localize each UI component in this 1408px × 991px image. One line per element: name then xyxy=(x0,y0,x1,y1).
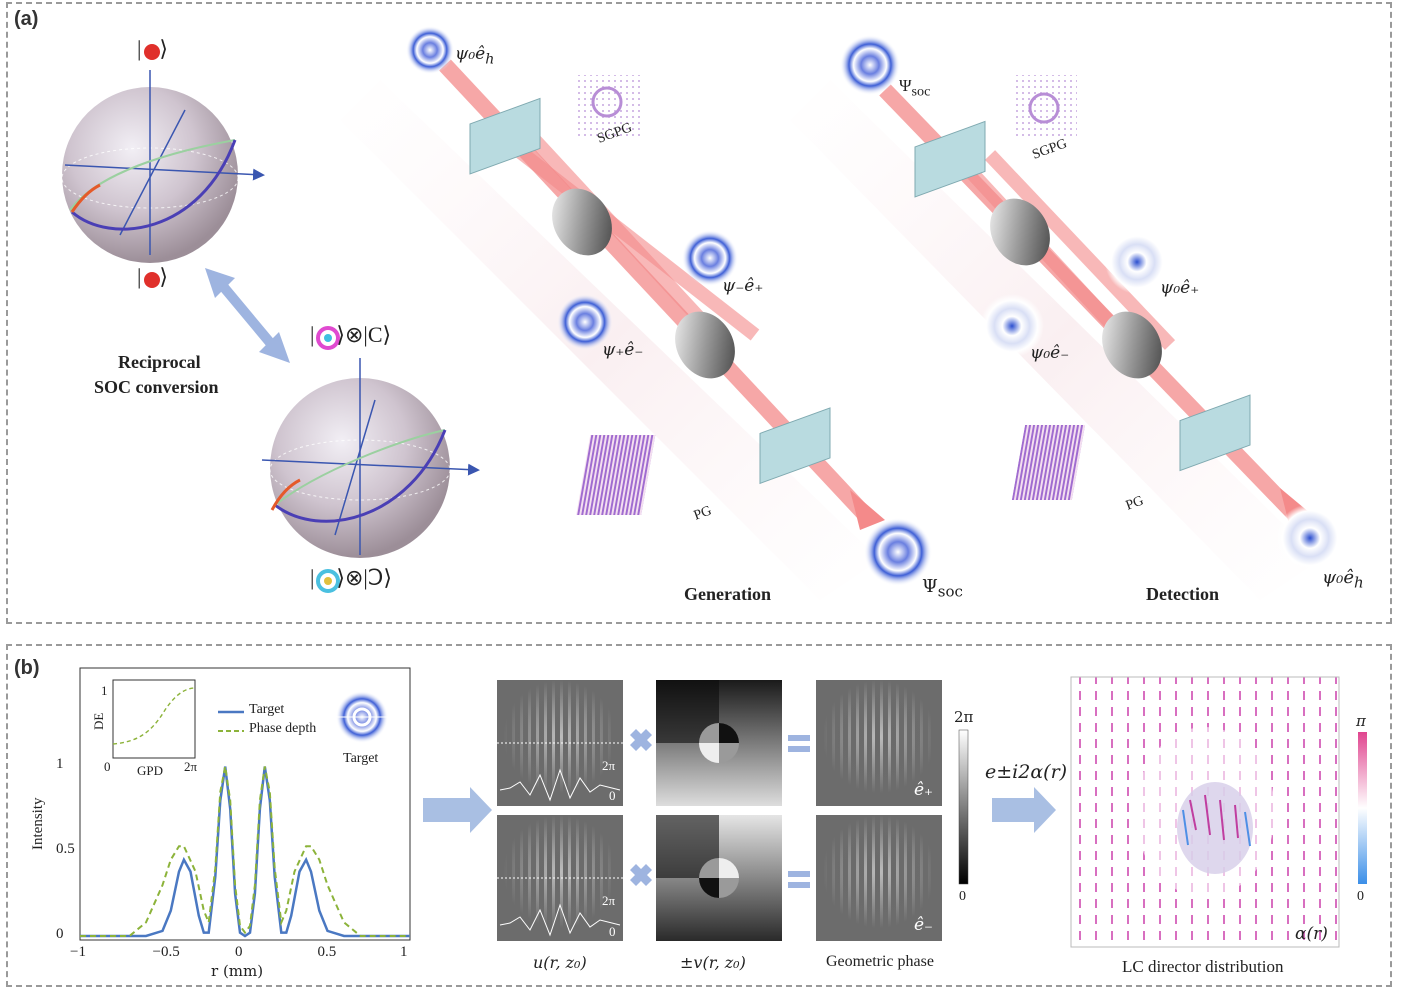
legend-phase: Phase depth xyxy=(249,721,317,736)
generation-title: Generation xyxy=(684,584,771,604)
holo-bot-2pi: 2π xyxy=(602,893,616,908)
inset-xtick-1: 2π xyxy=(184,759,198,774)
panel-a-label: (a) xyxy=(14,8,39,30)
ket-product-top: | ⟩⊗|C⟩ xyxy=(310,322,392,347)
hologram-u-bottom xyxy=(497,815,623,941)
x-tick-label: −0.5 xyxy=(152,944,180,960)
multiply-icon xyxy=(630,729,652,886)
series-line-target xyxy=(80,766,410,938)
plot-ylabel: Intensity xyxy=(30,797,46,851)
legend-target: Target xyxy=(249,702,285,717)
caption-u: u(r, z₀) xyxy=(533,953,587,972)
x-tick-label: 0 xyxy=(235,944,243,960)
panel-b xyxy=(6,644,1392,987)
plot-xlabel: r (mm) xyxy=(211,962,264,980)
lc-colorbar-bottom: 0 xyxy=(1357,889,1364,904)
det-plus-label: ψ₀ê₊ xyxy=(1160,278,1200,298)
poincare-sphere-bottom xyxy=(261,358,480,558)
x-tick-label: 0.5 xyxy=(317,944,337,960)
arrow-to-holograms xyxy=(423,787,492,833)
y-tick-label: 1 xyxy=(56,756,64,773)
inset-frame xyxy=(112,679,196,759)
inset-xtick-0: 0 xyxy=(104,759,111,774)
ket-product-bottom: | ⟩⊗|Ↄ⟩ xyxy=(310,565,392,590)
gen-input-label: ψ₀êh xyxy=(455,44,495,68)
det-output-label: ψ₀êh xyxy=(1322,567,1364,592)
exp-label: e±i2α(r) xyxy=(985,761,1068,783)
y-tick-label: 0.5 xyxy=(56,841,75,858)
e-plus-label: ê₊ xyxy=(914,780,934,800)
alpha-label: α(r) xyxy=(1295,924,1328,944)
panel-b-label: (b) xyxy=(14,657,40,679)
inset-xlabel: GPD xyxy=(137,763,164,778)
gen-plus-label: ψ₊ê₋ xyxy=(602,340,644,360)
inset-ytick: 1 xyxy=(101,683,108,698)
colorbar-top: 2π xyxy=(954,708,974,726)
y-tick-label: 0 xyxy=(56,926,64,942)
conversion-label-1: Reciprocal xyxy=(118,352,201,372)
det-input-label: Ψsoc xyxy=(899,76,931,100)
ket-icon-circular xyxy=(144,44,340,593)
holo-top-0: 0 xyxy=(609,788,616,803)
conversion-double-arrow xyxy=(205,268,290,363)
detection-title: Detection xyxy=(1146,584,1219,604)
colorbar-bottom: 0 xyxy=(959,889,966,904)
detection-setup xyxy=(790,35,1344,600)
arrow-to-lc xyxy=(992,787,1056,833)
geometric-phase-top xyxy=(816,680,942,806)
det-minus-label: ψ₀ê₋ xyxy=(1030,343,1070,363)
generation-setup xyxy=(340,26,932,600)
lc-caption: LC director distribution xyxy=(1122,957,1284,976)
ket-top-label: | ⟩ xyxy=(137,36,168,61)
vortex-phase-top xyxy=(656,680,782,806)
geometric-phase-bottom xyxy=(816,815,942,941)
x-tick-label: 1 xyxy=(400,944,408,960)
gen-minus-label: ψ₋ê₊ xyxy=(722,276,764,296)
inset-ylabel: DE xyxy=(91,712,106,730)
caption-v: ±v(r, z₀) xyxy=(680,953,746,972)
target-thumb-label: Target xyxy=(343,751,379,766)
conversion-label-2: SOC conversion xyxy=(94,377,219,397)
poincare-sphere-top xyxy=(61,70,265,263)
ket-bottom-label: | ⟩ xyxy=(137,264,168,289)
lc-director-map xyxy=(1070,676,1340,948)
e-minus-label: ê₋ xyxy=(914,915,934,935)
vortex-phase-bottom xyxy=(656,815,782,941)
phase-colorbar xyxy=(958,729,969,885)
gen-output-label: Ψsoc xyxy=(922,576,963,601)
holo-bot-0: 0 xyxy=(609,924,616,939)
hologram-u-top xyxy=(497,680,623,806)
caption-geo: Geometric phase xyxy=(826,953,934,970)
holo-top-2pi: 2π xyxy=(602,758,616,773)
lc-colorbar-top: π xyxy=(1356,712,1366,730)
x-tick-label: −1 xyxy=(70,944,86,960)
lc-colorbar xyxy=(1358,732,1367,884)
series-line-phase-depth xyxy=(80,766,410,937)
panel-a xyxy=(6,2,1392,624)
inset-curve xyxy=(112,687,196,745)
equals-icon xyxy=(788,735,810,888)
